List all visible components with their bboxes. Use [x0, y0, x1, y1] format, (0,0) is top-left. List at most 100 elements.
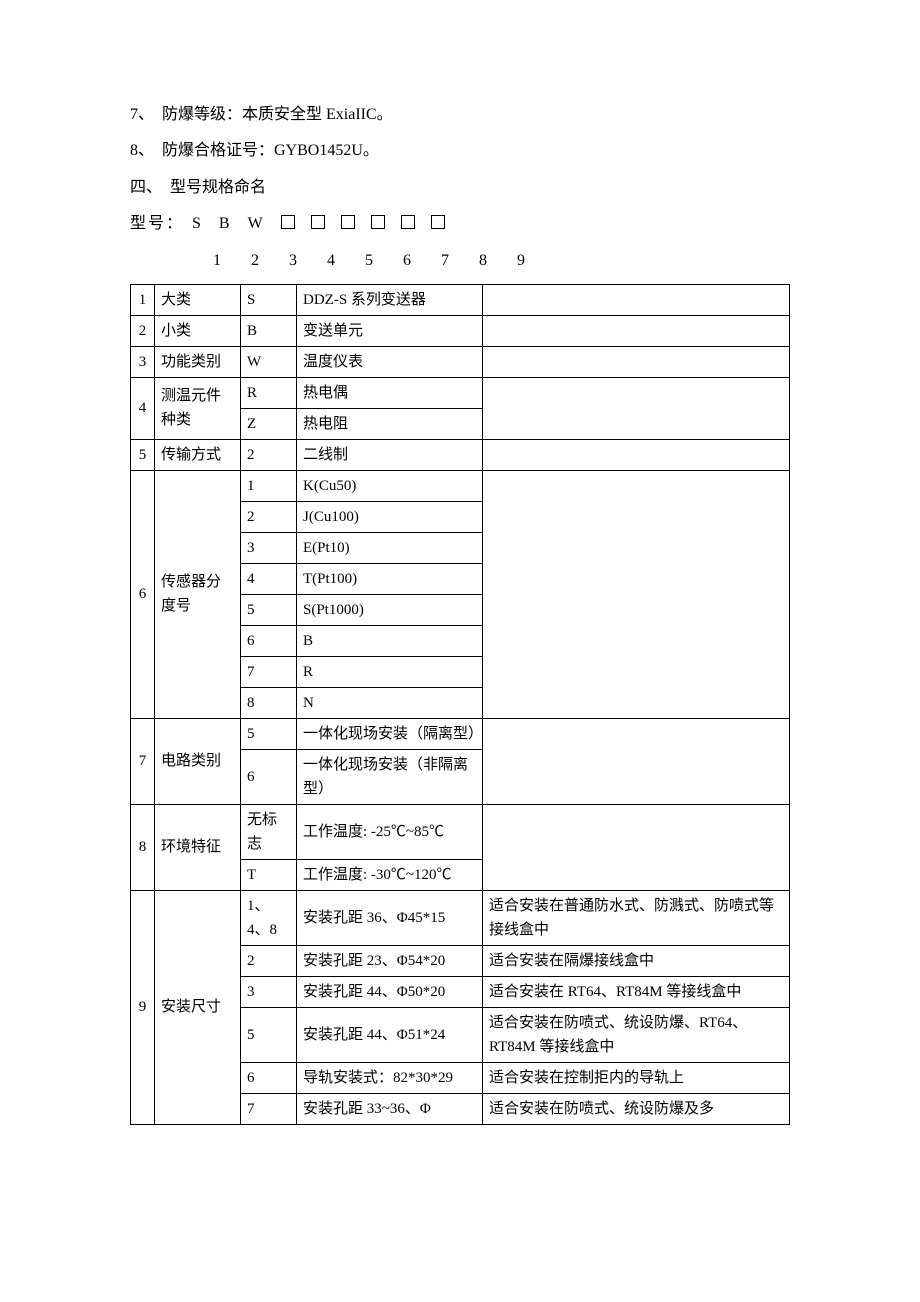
cell-desc: 变送单元: [297, 315, 483, 346]
idx-7: 7: [428, 246, 462, 276]
cell-num: 4: [131, 377, 155, 439]
section-4-heading: 四、 型号规格命名: [130, 173, 790, 203]
table-row: 9安装尺寸1、4、8安装孔距 36、Φ45*15适合安装在普通防水式、防溅式、防…: [131, 890, 790, 945]
cell-note: 适合安装在防喷式、统设防爆及多: [483, 1093, 790, 1124]
cell-desc: S(Pt1000): [297, 594, 483, 625]
cell-category: 功能类别: [155, 346, 241, 377]
model-box-5: [311, 215, 325, 229]
cell-code: 无标志: [241, 804, 297, 859]
cell-note: [483, 718, 790, 804]
idx-3: 3: [276, 246, 310, 276]
cell-code: W: [241, 346, 297, 377]
cell-code: T: [241, 859, 297, 890]
table-row: 7电路类别5一体化现场安装（隔离型）: [131, 718, 790, 749]
idx-6: 6: [390, 246, 424, 276]
cell-desc: B: [297, 625, 483, 656]
cell-note: [483, 346, 790, 377]
cell-note: 适合安装在控制拒内的导轨上: [483, 1062, 790, 1093]
cell-num: 5: [131, 439, 155, 470]
cell-desc: DDZ-S 系列变送器: [297, 284, 483, 315]
table-row: 8环境特征无标志工作温度: -25℃~85℃: [131, 804, 790, 859]
cell-note: 适合安装在防喷式、统设防爆、RT64、RT84M 等接线盒中: [483, 1007, 790, 1062]
cell-note: [483, 315, 790, 346]
table-row: 2小类B变送单元: [131, 315, 790, 346]
cell-code: 1: [241, 470, 297, 501]
table-row: 4测温元件种类R热电偶: [131, 377, 790, 408]
idx-4: 4: [314, 246, 348, 276]
model-letter-1: S: [192, 209, 203, 239]
cell-note: 适合安装在隔爆接线盒中: [483, 945, 790, 976]
cell-code: 4: [241, 563, 297, 594]
cell-desc: 一体化现场安装（隔离型）: [297, 718, 483, 749]
cell-num: 1: [131, 284, 155, 315]
cell-desc: 热电阻: [297, 408, 483, 439]
cell-desc: 热电偶: [297, 377, 483, 408]
cell-code: Z: [241, 408, 297, 439]
cell-code: 2: [241, 439, 297, 470]
cell-desc: 安装孔距 33~36、Φ: [297, 1093, 483, 1124]
model-label: 型号：: [130, 215, 184, 232]
cell-desc: 安装孔距 36、Φ45*15: [297, 890, 483, 945]
cell-desc: 二线制: [297, 439, 483, 470]
cell-code: 6: [241, 749, 297, 804]
cell-code: 8: [241, 687, 297, 718]
cell-code: 7: [241, 656, 297, 687]
cell-desc: 导轨安装式：82*30*29: [297, 1062, 483, 1093]
cell-code: 1、4、8: [241, 890, 297, 945]
idx-5: 5: [352, 246, 386, 276]
table-row: 3功能类别W温度仪表: [131, 346, 790, 377]
cell-note: 适合安装在 RT64、RT84M 等接线盒中: [483, 976, 790, 1007]
cell-desc: 温度仪表: [297, 346, 483, 377]
cell-num: 8: [131, 804, 155, 890]
model-box-6: [341, 215, 355, 229]
table-row: 1大类SDDZ-S 系列变送器: [131, 284, 790, 315]
line-8: 8、 防爆合格证号：GYBO1452U。: [130, 136, 790, 166]
cell-note: [483, 470, 790, 718]
model-box-7: [371, 215, 385, 229]
cell-num: 9: [131, 890, 155, 1124]
cell-note: [483, 439, 790, 470]
model-box-4: [281, 215, 295, 229]
cell-code: 3: [241, 976, 297, 1007]
idx-8: 8: [466, 246, 500, 276]
cell-desc: R: [297, 656, 483, 687]
table-row: 6传感器分度号1K(Cu50): [131, 470, 790, 501]
model-box-8: [401, 215, 415, 229]
model-box-9: [431, 215, 445, 229]
idx-1: 1: [200, 246, 234, 276]
cell-code: 7: [241, 1093, 297, 1124]
cell-category: 传输方式: [155, 439, 241, 470]
cell-code: 2: [241, 501, 297, 532]
cell-code: 5: [241, 1007, 297, 1062]
cell-category: 电路类别: [155, 718, 241, 804]
cell-category: 测温元件种类: [155, 377, 241, 439]
cell-note: [483, 377, 790, 439]
cell-code: B: [241, 315, 297, 346]
cell-category: 环境特征: [155, 804, 241, 890]
cell-category: 传感器分度号: [155, 470, 241, 718]
cell-category: 安装尺寸: [155, 890, 241, 1124]
table-row: 5传输方式2二线制: [131, 439, 790, 470]
idx-9: 9: [504, 246, 538, 276]
cell-desc: J(Cu100): [297, 501, 483, 532]
cell-code: 2: [241, 945, 297, 976]
model-letter-2: B: [219, 209, 232, 239]
cell-desc: N: [297, 687, 483, 718]
cell-note: [483, 284, 790, 315]
cell-category: 大类: [155, 284, 241, 315]
model-index-row: 1 2 3 4 5 6 7 8 9: [130, 246, 790, 276]
cell-code: 6: [241, 1062, 297, 1093]
cell-desc: 安装孔距 44、Φ50*20: [297, 976, 483, 1007]
line-7: 7、 防爆等级：本质安全型 ExiaIIC。: [130, 100, 790, 130]
cell-desc: 工作温度: -25℃~85℃: [297, 804, 483, 859]
model-letter-3: W: [248, 209, 265, 239]
cell-desc: K(Cu50): [297, 470, 483, 501]
cell-note: [483, 804, 790, 890]
cell-desc: E(Pt10): [297, 532, 483, 563]
cell-num: 6: [131, 470, 155, 718]
cell-desc: 一体化现场安装（非隔离型）: [297, 749, 483, 804]
cell-desc: 工作温度: -30℃~120℃: [297, 859, 483, 890]
cell-num: 7: [131, 718, 155, 804]
cell-code: S: [241, 284, 297, 315]
cell-code: 6: [241, 625, 297, 656]
